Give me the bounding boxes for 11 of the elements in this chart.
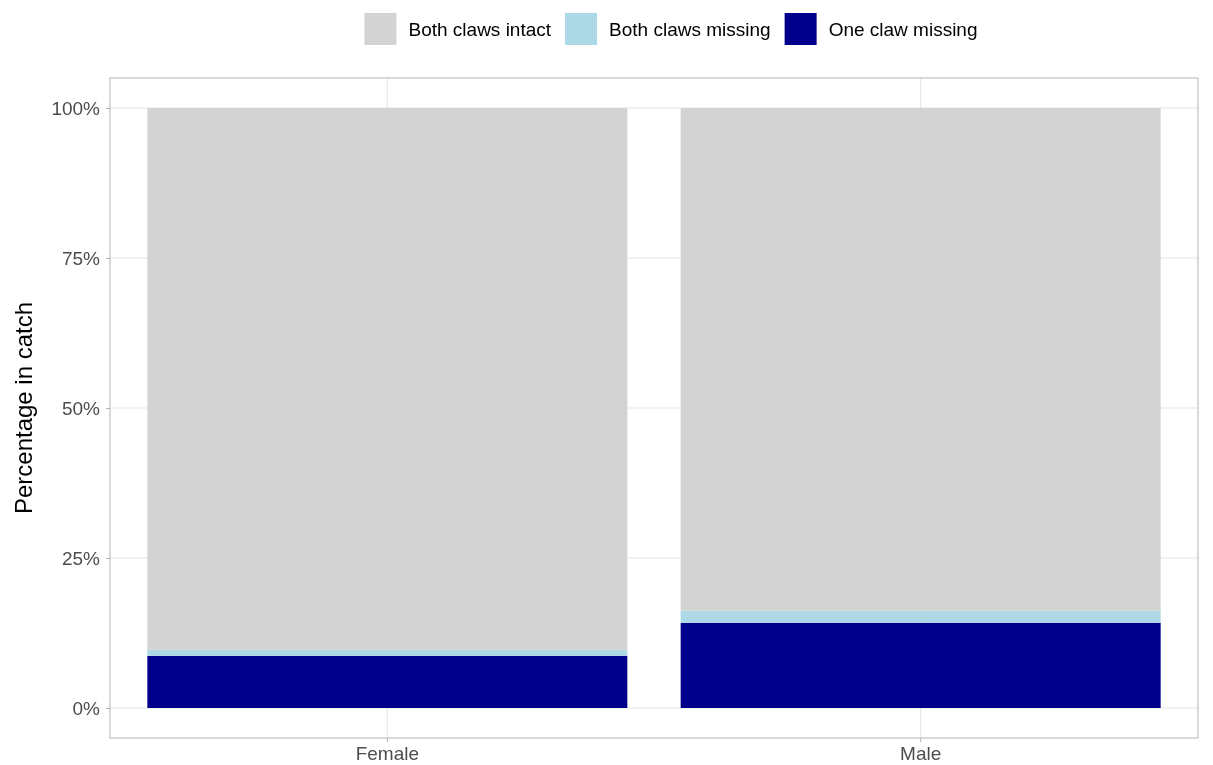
y-tick-label: 50% <box>61 397 101 419</box>
y-tick-label: 0% <box>72 697 101 719</box>
legend-label: Both claws intact <box>408 19 552 40</box>
y-tick-label: 75% <box>61 247 101 269</box>
y-axis-title: Percentage in catch <box>10 301 37 515</box>
y-tick-label: 25% <box>61 547 101 569</box>
x-tick-label: Female <box>355 743 420 765</box>
legend-label: Both claws missing <box>609 19 771 40</box>
x-tick-label: Male <box>900 743 942 765</box>
y-tick-label: 100% <box>51 97 101 119</box>
legend-label: One claw missing <box>828 19 978 40</box>
